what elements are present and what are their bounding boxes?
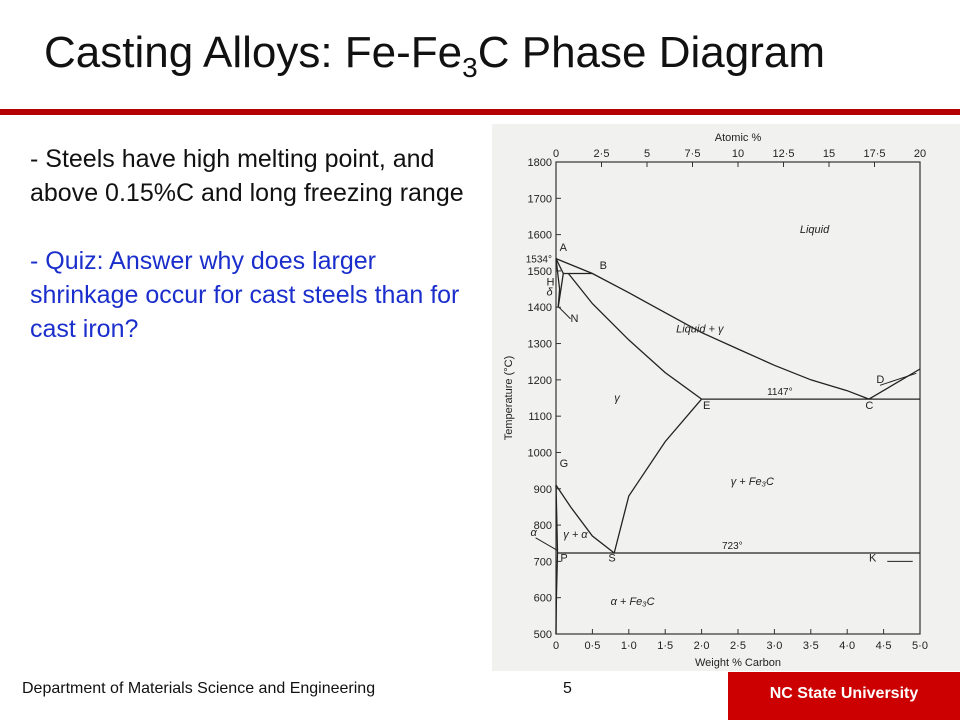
x2-tick-label: 17·5 bbox=[863, 148, 885, 160]
figure-panel bbox=[492, 124, 960, 671]
x2-tick-label: 0 bbox=[553, 148, 559, 160]
phase-label: δ bbox=[547, 287, 554, 299]
x2-tick-label: 5 bbox=[644, 148, 650, 160]
x-tick-label: 1·0 bbox=[621, 640, 637, 652]
y-axis-label: Temperature (°C) bbox=[503, 356, 515, 440]
point-label-N: N bbox=[571, 313, 579, 325]
y-tick-label: 700 bbox=[534, 556, 552, 568]
y-special-tick-label: 1534° bbox=[526, 255, 552, 266]
x-tick-label: 4·0 bbox=[839, 640, 855, 652]
phase-curve-solidus-JE bbox=[567, 273, 702, 400]
phase-curve-A3-GS bbox=[555, 484, 615, 554]
point-label-B: B bbox=[600, 260, 607, 272]
x-tick-label: 0 bbox=[553, 640, 559, 652]
x-axis-label: Weight % Carbon bbox=[695, 657, 781, 669]
title-main: Casting Alloys: Fe-Fe bbox=[44, 28, 463, 77]
y-tick-label: 800 bbox=[534, 520, 552, 532]
arrow-n bbox=[558, 306, 571, 320]
university-badge: NC State University bbox=[728, 672, 960, 720]
y-tick-label: 500 bbox=[534, 629, 552, 641]
bullet-quiz: - Quiz: Answer why does larger shrinkage… bbox=[30, 247, 460, 343]
isotherm-label: 723° bbox=[722, 541, 743, 552]
point-label-C: C bbox=[865, 400, 873, 412]
bullet-steels: - Steels have high melting point, and ab… bbox=[30, 145, 464, 207]
point-label-A: A bbox=[560, 242, 568, 254]
phase-label: γ + α bbox=[563, 529, 588, 541]
title-end: C Phase Diagram bbox=[477, 28, 825, 77]
x-tick-label: 5·0 bbox=[912, 640, 928, 652]
y-tick-label: 1800 bbox=[528, 157, 552, 169]
x-tick-label: 4·5 bbox=[876, 640, 892, 652]
title-subscript: 3 bbox=[462, 52, 478, 83]
y-tick-label: 1700 bbox=[528, 193, 552, 205]
phase-curve-Acm-ES bbox=[613, 398, 703, 554]
phase-label: γ bbox=[614, 393, 621, 405]
x-tick-label: 1·5 bbox=[657, 640, 673, 652]
x-tick-label: 3·0 bbox=[766, 640, 782, 652]
x2-tick-label: 10 bbox=[732, 148, 744, 160]
phase-label: α + Fe₃C bbox=[611, 596, 655, 608]
x-tick-label: 2·0 bbox=[694, 640, 710, 652]
point-label-S: S bbox=[608, 552, 615, 564]
fe-fe3c-phase-diagram: 0 0·5 1·0 1·5 2·0 2·5 3·0 3·5 4·0 4·5 5·0 Weight % … bbox=[503, 132, 928, 669]
title-divider bbox=[0, 109, 960, 115]
phase-curve-solvus-GP bbox=[555, 485, 559, 554]
x2-tick-label: 12·5 bbox=[772, 148, 794, 160]
arrow-d bbox=[879, 372, 917, 386]
phase-curve-delta-AH bbox=[555, 258, 564, 274]
phase-curve-delta-HN bbox=[557, 273, 564, 308]
point-label-H: H bbox=[547, 276, 555, 288]
x2-tick-label: 20 bbox=[914, 148, 926, 160]
phase-curve-alpha-solvus bbox=[555, 552, 559, 635]
phase-label: Liquid bbox=[800, 224, 830, 236]
y-tick-label: 1300 bbox=[528, 339, 552, 351]
x2-axis-label: Atomic % bbox=[715, 132, 762, 144]
arrow-alpha bbox=[535, 537, 558, 551]
x2-tick-label: 15 bbox=[823, 148, 835, 160]
x-tick-label: 0·5 bbox=[584, 640, 600, 652]
y-tick-label: 1500 bbox=[528, 266, 552, 278]
university-name: NC State University bbox=[769, 685, 919, 702]
phase-curve-liquidus-AC bbox=[555, 257, 870, 400]
x-tick-label: 2·5 bbox=[730, 640, 746, 652]
phase-label: α bbox=[531, 527, 538, 539]
point-label-K: K bbox=[869, 552, 877, 564]
x-tick-label: 3·5 bbox=[803, 640, 819, 652]
y-tick-label: 1000 bbox=[528, 447, 552, 459]
y-tick-label: 1600 bbox=[528, 230, 552, 242]
footer-department: Department of Materials Science and Engi… bbox=[22, 680, 376, 697]
y-tick-label: 1200 bbox=[528, 375, 552, 387]
page-number: 5 bbox=[563, 680, 572, 697]
point-label-G: G bbox=[560, 458, 569, 470]
slide-title: Casting Alloys: Fe-Fe3C Phase Diagram bbox=[44, 28, 825, 84]
point-label-P: P bbox=[560, 552, 567, 564]
phase-label: Liquid + γ bbox=[676, 324, 725, 336]
x2-tick-label: 7·5 bbox=[685, 148, 701, 160]
isotherm-label: 1147° bbox=[767, 387, 793, 398]
y-tick-label: 600 bbox=[534, 593, 552, 605]
y-tick-label: 1400 bbox=[528, 302, 552, 314]
x2-tick-label: 2·5 bbox=[594, 148, 610, 160]
point-label-D: D bbox=[876, 374, 884, 386]
point-label-E: E bbox=[703, 400, 710, 412]
y-tick-label: 900 bbox=[534, 484, 552, 496]
phase-curve-liquidus-CD bbox=[868, 368, 921, 400]
phase-label: γ + Fe₃C bbox=[731, 476, 774, 488]
y-tick-label: 1100 bbox=[528, 411, 552, 423]
text-block: - Steels have high melting point, and ab… bbox=[30, 142, 470, 346]
